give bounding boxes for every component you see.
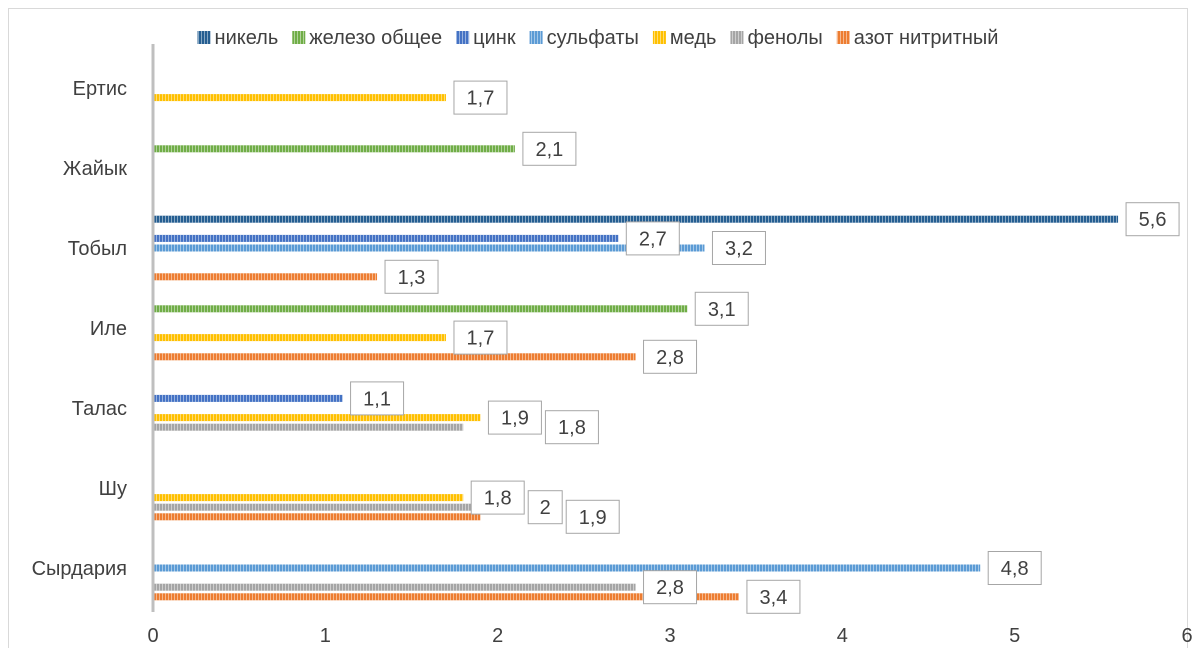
legend-item-цинк: цинк (456, 27, 516, 49)
bar-медь-5 (153, 494, 464, 502)
x-tick-label-1: 1 (320, 625, 331, 647)
svg-text:1,9: 1,9 (501, 408, 529, 430)
svg-text:фенолы: фенолы (747, 27, 822, 49)
svg-text:2,8: 2,8 (656, 347, 684, 369)
svg-text:2: 2 (540, 497, 551, 519)
category-label-0: Ертис (73, 78, 127, 100)
data-label-цинк-2: 2,7 (625, 221, 680, 256)
data-label-медь-4: 1,9 (487, 400, 542, 435)
legend-item-сульфаты: сульфаты (529, 27, 639, 49)
category-label-4: Талас (72, 398, 127, 420)
data-label-никель-2: 5,6 (1125, 202, 1180, 237)
category-label-3: Иле (90, 318, 127, 340)
bar-азот-нитритный-2 (153, 273, 378, 281)
category-label-2: Тобыл (68, 238, 127, 260)
svg-text:2,8: 2,8 (656, 577, 684, 599)
legend-item-медь: медь (652, 27, 717, 49)
bar-медь-0 (153, 94, 446, 102)
svg-text:цинк: цинк (473, 27, 516, 49)
data-label-азот-нитритный-2: 1,3 (384, 259, 439, 294)
bar-фенолы-5 (153, 503, 498, 511)
data-label-сульфаты-6: 4,8 (987, 551, 1042, 585)
svg-text:2,1: 2,1 (535, 139, 563, 161)
svg-text:1,8: 1,8 (558, 417, 586, 439)
data-label-азот-нитритный-6: 3,4 (746, 579, 801, 614)
data-label-железо-общее-3: 3,1 (694, 291, 749, 326)
data-label-медь-0: 1,7 (453, 80, 508, 115)
x-tick-label-2: 2 (492, 625, 503, 647)
data-label-фенолы-5: 2 (527, 490, 563, 525)
x-tick-label-4: 4 (837, 625, 848, 647)
svg-text:1,9: 1,9 (579, 507, 607, 529)
bars (153, 94, 1119, 601)
data-label-медь-5: 1,8 (470, 480, 525, 515)
svg-text:железо общее: железо общее (309, 27, 442, 49)
bar-сульфаты-6 (153, 564, 981, 572)
x-tick-label-3: 3 (664, 625, 675, 647)
bar-азот-нитритный-6 (153, 593, 739, 601)
svg-text:2,7: 2,7 (639, 228, 667, 250)
axes: Ертис Жайык Тобыл Иле Талас Шу Сырдария 0 1 2 3 4 5 6 (32, 44, 1193, 647)
svg-text:4,8: 4,8 (1001, 558, 1029, 580)
svg-text:1,7: 1,7 (467, 88, 495, 110)
data-label-железо-общее-1: 2,1 (522, 131, 577, 166)
svg-text:3,2: 3,2 (725, 238, 753, 260)
bar-азот-нитритный-5 (153, 513, 481, 521)
bar-азот-нитритный-3 (153, 353, 636, 361)
bar-железо-общее-3 (153, 305, 688, 313)
data-labels: 5,6 2,1 3,1 2,7 1,1 3,2 4,8 1,7 1,7 1,9 1,8 1,8 2 2,8… (350, 80, 1180, 614)
category-label-6: Сырдария (32, 558, 127, 580)
svg-text:1,1: 1,1 (363, 388, 391, 410)
svg-text:медь: медь (670, 27, 717, 49)
bar-медь-4 (153, 414, 481, 422)
bar-фенолы-6 (153, 583, 636, 591)
x-tick-label-5: 5 (1009, 625, 1020, 647)
svg-text:3,4: 3,4 (760, 587, 788, 609)
bar-никель-2 (153, 215, 1119, 223)
svg-text:азот нитритный: азот нитритный (854, 27, 999, 49)
data-label-азот-нитритный-3: 2,8 (643, 339, 698, 374)
legend-item-железо-общее: железо общее (292, 27, 442, 49)
svg-text:1,7: 1,7 (467, 328, 495, 350)
legend-item-никель: никель (197, 27, 279, 49)
svg-text:3,1: 3,1 (708, 299, 736, 321)
legend: никель железо общее цинк сульфаты медь фенолы… (197, 27, 999, 49)
data-label-медь-3: 1,7 (453, 320, 508, 355)
chart-frame (8, 8, 1188, 648)
category-label-5: Шу (99, 478, 127, 500)
bar-цинк-4 (153, 394, 343, 402)
data-label-фенолы-4: 1,8 (544, 410, 599, 445)
svg-text:1,8: 1,8 (484, 488, 512, 510)
bar-медь-3 (153, 334, 446, 342)
svg-text:1,3: 1,3 (398, 267, 426, 289)
data-label-фенолы-6: 2,8 (643, 570, 698, 605)
svg-text:сульфаты: сульфаты (547, 27, 639, 49)
bar-цинк-2 (153, 234, 619, 242)
bar-железо-общее-1 (153, 145, 515, 153)
legend-item-азот-нитритный: азот нитритный (836, 27, 999, 49)
data-label-сульфаты-2: 3,2 (711, 231, 766, 265)
x-tick-label-6: 6 (1181, 625, 1192, 647)
svg-text:никель: никель (215, 27, 279, 49)
bar-фенолы-4 (153, 423, 464, 431)
x-tick-label-0: 0 (147, 625, 158, 647)
category-label-1: Жайык (63, 158, 127, 180)
legend-item-фенолы: фенолы (730, 27, 823, 49)
bar-сульфаты-2 (153, 244, 705, 252)
data-label-цинк-4: 1,1 (350, 381, 405, 416)
svg-text:5,6: 5,6 (1139, 209, 1167, 231)
data-label-азот-нитритный-5: 1,9 (565, 499, 620, 534)
